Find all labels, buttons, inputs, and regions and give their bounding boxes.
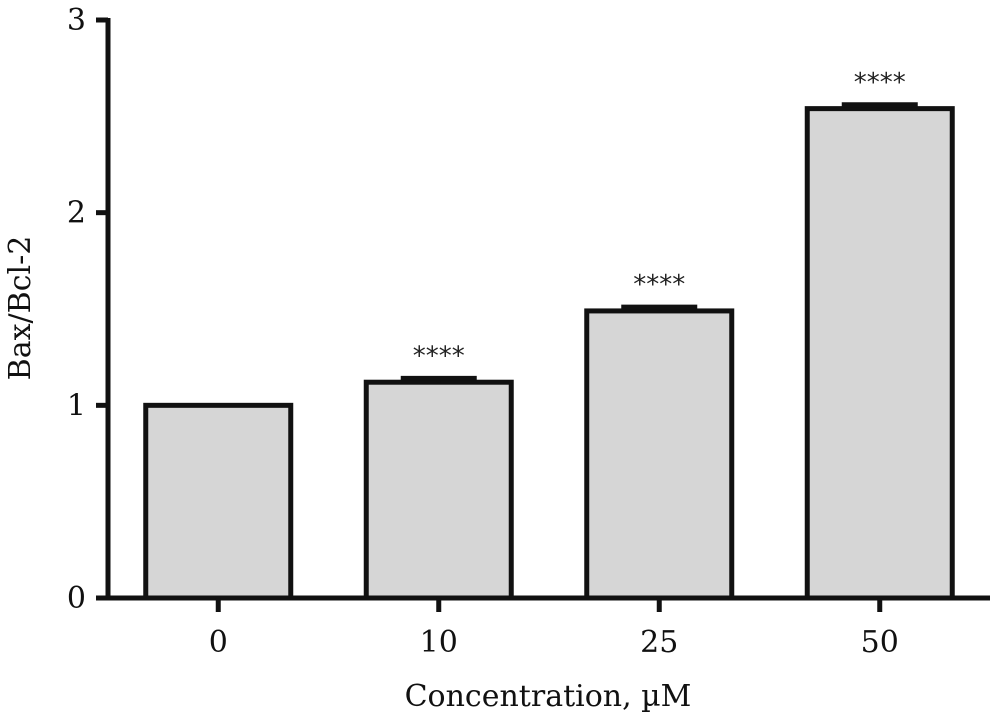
- x-ticks-group: 0 10 25 50: [209, 598, 899, 660]
- y-axis-title: Bax/Bcl-2: [3, 236, 38, 381]
- x-tick-label: 0: [209, 625, 228, 660]
- bar: [363, 379, 514, 601]
- significance-label: ****: [854, 68, 906, 98]
- y-tick-label: 2: [67, 196, 86, 231]
- x-axis-title: Concentration, µM: [405, 679, 692, 714]
- x-tick-label: 50: [861, 625, 899, 660]
- y-tick-label: 0: [67, 581, 86, 616]
- x-tick-label: 25: [640, 625, 678, 660]
- y-tick-label: 3: [67, 3, 86, 38]
- bars-group: [143, 106, 955, 601]
- significance-label: ****: [633, 270, 685, 300]
- y-ticks-group: 0 1 2 3: [67, 3, 108, 616]
- y-tick-label: 1: [67, 388, 86, 423]
- bar: [143, 402, 294, 601]
- bar: [804, 106, 955, 601]
- error-bars-group: [400, 102, 918, 383]
- significance-label: ****: [413, 341, 465, 371]
- x-tick-label: 10: [420, 625, 458, 660]
- significance-labels-group: **** **** ****: [413, 68, 906, 372]
- bar: [584, 308, 735, 601]
